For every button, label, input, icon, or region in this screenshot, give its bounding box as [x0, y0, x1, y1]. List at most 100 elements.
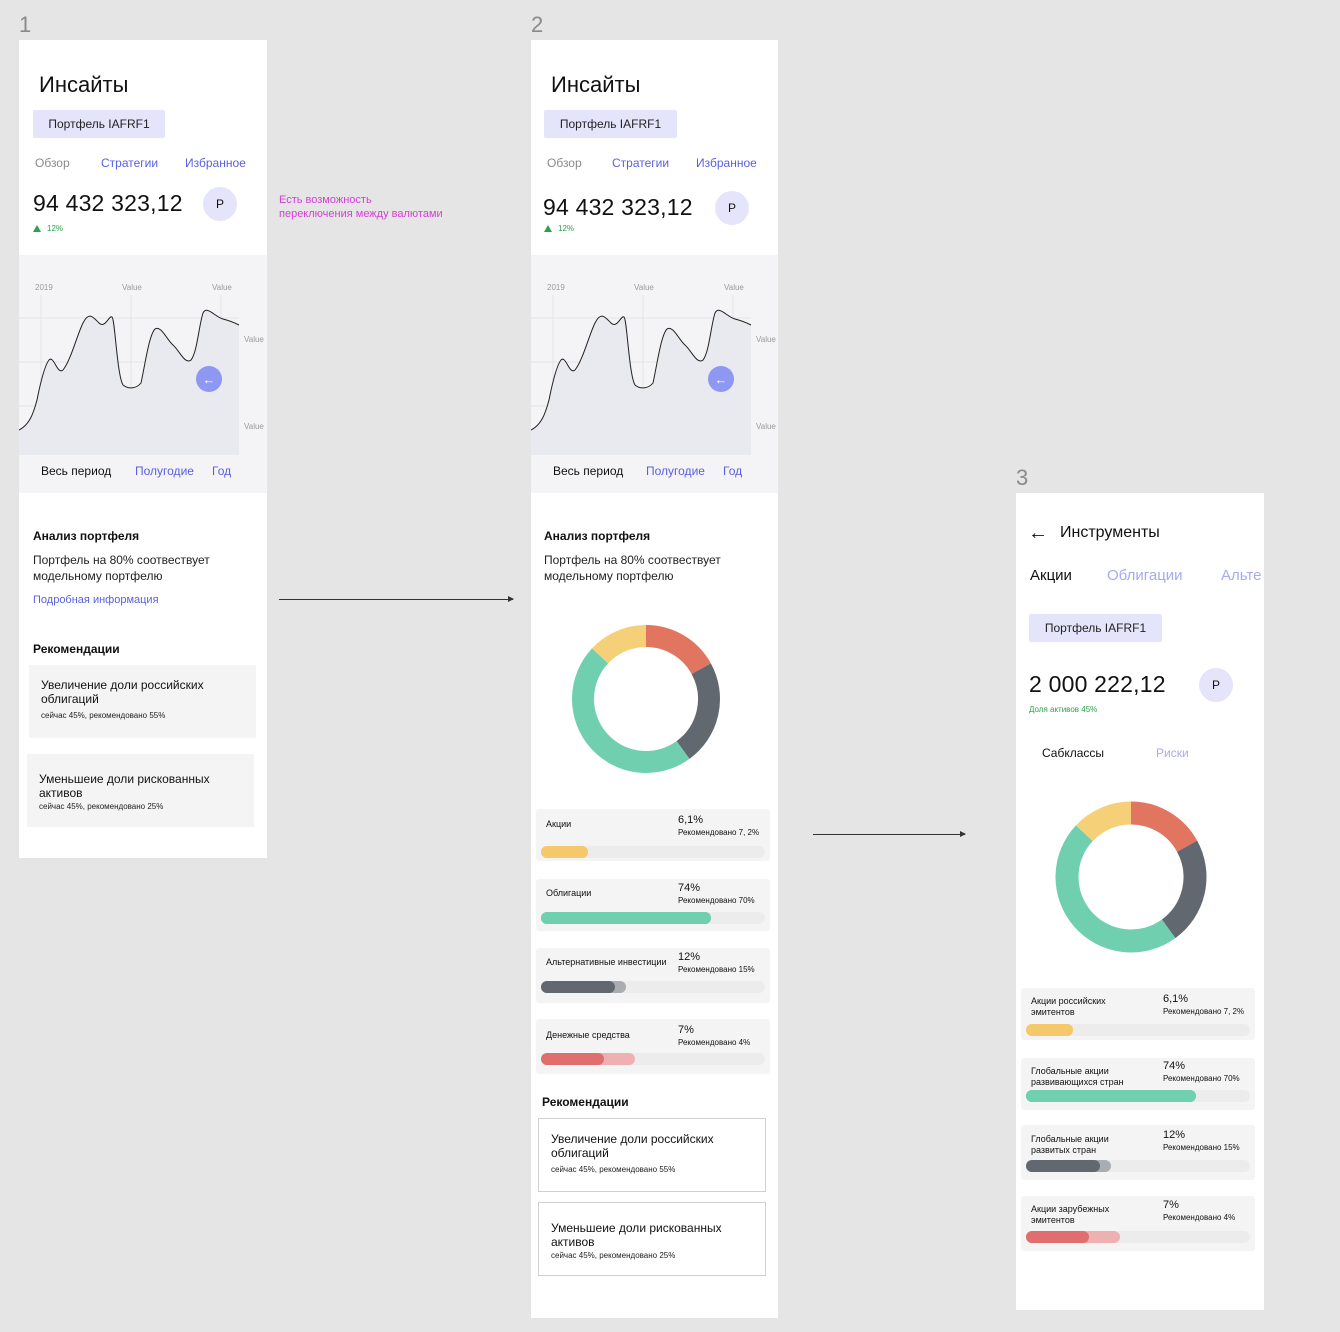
rec-subtitle: сейчас 45%, рекомендовано 25%: [39, 802, 164, 811]
rec-title-line-1: Уменьшеие доли рискованных: [551, 1221, 722, 1235]
chart-label-year: 2019: [35, 283, 53, 292]
donut-segment-2: [1055, 825, 1176, 953]
portfolio-chip[interactable]: Портфель IAFRF1: [33, 110, 165, 138]
allocation-bar-current: [1026, 1024, 1074, 1036]
allocation-bar-current: [1026, 1231, 1089, 1243]
performance-chart: 2019 Value Value Value Value ← Весь пери…: [531, 255, 778, 493]
allocation-donut: [1055, 801, 1207, 953]
allocation-bar-track: [541, 912, 765, 924]
period-all[interactable]: Весь период: [553, 464, 624, 478]
period-year[interactable]: Год: [723, 464, 743, 478]
allocation-row-alternative[interactable]: Альтернативные инвестиции 12% Рекомендов…: [536, 948, 770, 1003]
recommendation-card[interactable]: Уменьшеие доли рискованных активов сейча…: [538, 1202, 766, 1276]
allocation-bar-track: [1026, 1024, 1250, 1036]
balance-value: 94 432 323,12: [543, 194, 693, 220]
allocation-bar-current: [541, 1053, 604, 1065]
donut-segment-1: [676, 663, 720, 759]
recommendation-card[interactable]: Уменьшеие доли рискованных активов сейча…: [27, 754, 254, 827]
growth-value: 12%: [558, 224, 575, 233]
allocation-percent: 74%: [678, 882, 701, 894]
allocation-recommended: Рекомендовано 4%: [1163, 1213, 1236, 1222]
allocation-row[interactable]: Акции российских эмитентов 6,1% Рекоменд…: [1021, 988, 1255, 1040]
allocation-bar-track: [541, 981, 765, 993]
tab-stocks[interactable]: Акции: [1030, 567, 1072, 584]
allocation-bar-current: [1026, 1090, 1197, 1102]
up-triangle-icon: [544, 225, 552, 232]
tab-favorites[interactable]: Избранное: [696, 156, 757, 170]
allocation-recommended: Рекомендовано 70%: [1163, 1074, 1240, 1083]
tab-favorites[interactable]: Избранное: [185, 156, 246, 170]
chart-label-value: Value: [244, 422, 264, 431]
rec-title-line-1: Увеличение доли российских: [551, 1132, 714, 1146]
donut-segment-2: [572, 648, 690, 773]
tab-overview[interactable]: Обзор: [547, 156, 582, 170]
growth-indicator: 12%: [544, 224, 574, 233]
balance-value: 94 432 323,12: [33, 190, 183, 216]
allocation-donut: [572, 625, 720, 773]
allocation-percent: 6,1%: [678, 814, 704, 826]
currency-toggle-button[interactable]: Р: [715, 191, 749, 225]
chart-label-value: Value: [634, 283, 654, 292]
currency-toggle-button[interactable]: Р: [1199, 668, 1233, 702]
rec-subtitle: сейчас 45%, рекомендовано 55%: [41, 711, 166, 720]
recommendation-card[interactable]: Увеличение доли российских облигаций сей…: [29, 665, 256, 738]
allocation-bar-current: [1026, 1160, 1100, 1172]
back-arrow-icon[interactable]: ←: [1028, 522, 1048, 544]
allocation-row[interactable]: Глобальные акции развивающихся стран 74%…: [1021, 1058, 1255, 1110]
chart-drag-handle[interactable]: ←: [708, 366, 734, 392]
portfolio-chip[interactable]: Портфель IAFRF1: [544, 110, 677, 138]
chart-label-value: Value: [756, 335, 776, 344]
portfolio-chip[interactable]: Портфель IAFRF1: [1029, 614, 1162, 642]
tab-alternative[interactable]: Альте: [1221, 567, 1262, 584]
frame-label-3: 3: [1016, 465, 1029, 490]
allocation-name: Облигации: [546, 888, 592, 898]
allocation-name: Акции: [546, 819, 572, 829]
donut-segment-0: [1130, 801, 1198, 853]
allocation-name: Альтернативные инвестиции: [546, 957, 667, 967]
screen-instruments: ← Инструменты Акции Облигации Альте Порт…: [1016, 493, 1264, 1310]
donut-segment-0: [645, 625, 711, 675]
tab-overview[interactable]: Обзор: [35, 156, 70, 170]
allocation-row-stocks[interactable]: Акции 6,1% Рекомендовано 7, 2%: [536, 809, 770, 861]
growth-value: 12%: [47, 224, 64, 233]
rec-subtitle: сейчас 45%, рекомендовано 25%: [551, 1251, 676, 1260]
analysis-text-line-1: Портфель на 80% соотвествует: [544, 553, 721, 567]
rec-title-line-2: облигаций: [41, 692, 99, 706]
allocation-row[interactable]: Акции зарубежных эмитентов 7% Рекомендов…: [1021, 1196, 1255, 1251]
chart-label-value: Value: [212, 283, 232, 292]
allocation-bar-current: [541, 846, 589, 858]
details-link[interactable]: Подробная информация: [33, 594, 159, 606]
chart-drag-handle[interactable]: ←: [196, 366, 222, 392]
rec-title-line-1: Увеличение доли российских: [41, 678, 204, 692]
up-triangle-icon: [33, 225, 41, 232]
allocation-percent: 74%: [1163, 1060, 1186, 1072]
flow-arrow: [813, 831, 966, 837]
recommendation-card[interactable]: Увеличение доли российских облигаций сей…: [538, 1118, 766, 1192]
subtab-risks[interactable]: Риски: [1156, 746, 1189, 760]
allocation-percent: 12%: [678, 951, 701, 963]
period-all[interactable]: Весь период: [41, 464, 112, 478]
period-half-year[interactable]: Полугодие: [646, 464, 705, 478]
page-title: Инсайты: [39, 72, 129, 97]
allocation-percent: 6,1%: [1163, 993, 1189, 1005]
allocation-row[interactable]: Глобальные акции развитых стран 12% Реко…: [1021, 1125, 1255, 1180]
allocation-name-line-1: Акции российских: [1031, 996, 1106, 1006]
tab-strategies[interactable]: Стратегии: [612, 156, 670, 170]
tab-strategies[interactable]: Стратегии: [101, 156, 159, 170]
allocation-bar-current: [541, 981, 615, 993]
allocation-recommended: Рекомендовано 15%: [1163, 1143, 1240, 1152]
allocation-row-bonds[interactable]: Облигации 74% Рекомендовано 70%: [536, 879, 770, 931]
period-half-year[interactable]: Полугодие: [135, 464, 194, 478]
frame-label-2: 2: [531, 12, 544, 37]
period-year[interactable]: Год: [212, 464, 232, 478]
allocation-name-line-2: развивающихся стран: [1031, 1077, 1124, 1087]
rec-subtitle: сейчас 45%, рекомендовано 55%: [551, 1165, 676, 1174]
subtab-subclasses[interactable]: Сабклассы: [1042, 746, 1105, 760]
currency-toggle-button[interactable]: Р: [203, 187, 237, 221]
rec-title-line-1: Уменьшеие доли рискованных: [39, 772, 210, 786]
allocation-name-line-2: эмитентов: [1031, 1007, 1075, 1017]
tab-bonds[interactable]: Облигации: [1107, 567, 1183, 584]
allocation-bar-track: [1026, 1160, 1250, 1172]
allocation-row-cash[interactable]: Денежные средства 7% Рекомендовано 4%: [536, 1019, 770, 1074]
allocation-percent: 7%: [1163, 1199, 1179, 1211]
